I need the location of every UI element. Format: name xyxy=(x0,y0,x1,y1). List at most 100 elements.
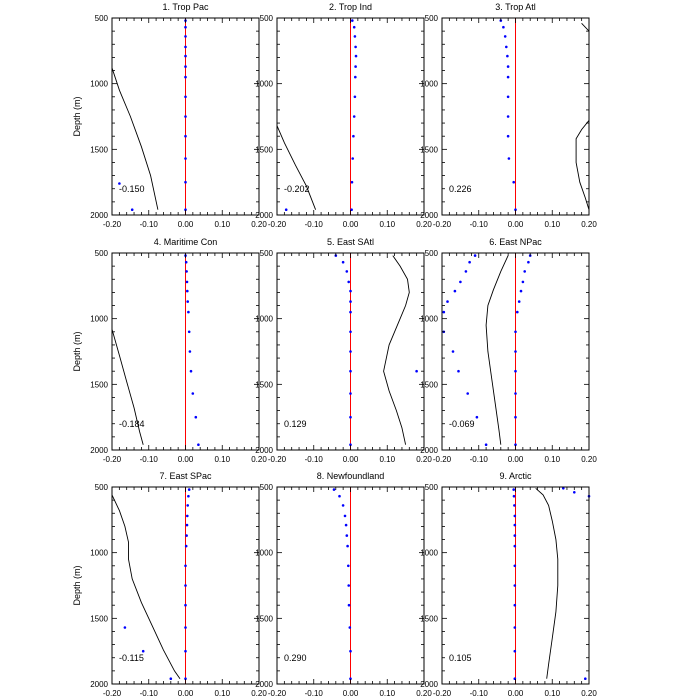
data-point xyxy=(130,208,134,211)
data-point xyxy=(345,270,349,273)
data-point xyxy=(349,369,352,373)
y-tick-label: 1500 xyxy=(90,380,108,389)
data-point xyxy=(354,75,357,79)
panel-9: 9. Arctic -0.20 -0.10 0.00 0.10 0.20 500 1000 15… xyxy=(420,471,597,698)
data-point xyxy=(512,180,515,184)
data-point xyxy=(573,491,576,494)
data-point xyxy=(475,415,479,419)
data-point xyxy=(516,310,519,314)
x-tick-label: 0.20 xyxy=(251,689,267,698)
data-point xyxy=(514,369,517,373)
data-point xyxy=(341,504,345,507)
x-tick-label: -0.10 xyxy=(470,455,489,464)
x-tick-label: 0.00 xyxy=(178,689,194,698)
panel-1: 1. Trop Pac -0.20 -0.10 0.00 0.10 0.20 500 1000… xyxy=(72,2,267,229)
panel-title: 8. Newfoundland xyxy=(317,471,385,481)
data-point xyxy=(514,208,517,211)
data-point xyxy=(514,415,517,419)
data-point xyxy=(352,115,356,118)
data-point xyxy=(352,134,355,138)
y-tick-label: 2000 xyxy=(90,211,108,220)
y-tick-label: 1500 xyxy=(255,380,273,389)
profile-curve xyxy=(112,494,181,679)
data-point xyxy=(354,65,357,68)
x-tick-label: -0.10 xyxy=(305,689,324,698)
data-point xyxy=(514,350,517,353)
profile-curve xyxy=(535,487,559,679)
data-point xyxy=(184,75,187,79)
y-tick-label: 1000 xyxy=(255,80,273,89)
y-tick-label: 500 xyxy=(95,483,109,492)
y-axis-label: Depth (m) xyxy=(72,331,82,371)
data-point xyxy=(523,270,526,273)
y-tick-label: 2000 xyxy=(90,446,108,455)
x-tick-label: -0.20 xyxy=(103,220,122,229)
data-point xyxy=(184,208,187,211)
data-point xyxy=(341,260,345,264)
data-point xyxy=(506,115,510,118)
x-tick-label: -0.10 xyxy=(305,220,324,229)
data-point xyxy=(527,260,530,264)
y-tick-label: 1000 xyxy=(420,315,438,324)
data-point xyxy=(502,25,505,29)
data-point xyxy=(506,75,510,79)
y-tick-label: 500 xyxy=(260,249,274,258)
data-point xyxy=(350,208,353,211)
x-tick-label: 0.10 xyxy=(214,220,230,229)
data-point xyxy=(184,157,187,160)
data-point xyxy=(187,330,191,334)
panel-value-label: 0.226 xyxy=(449,184,472,194)
data-point xyxy=(584,677,587,680)
data-point xyxy=(521,280,525,284)
y-tick-label: 1000 xyxy=(90,80,108,89)
x-tick-label: 0.20 xyxy=(581,220,597,229)
data-point xyxy=(184,115,187,118)
x-tick-label: 0.10 xyxy=(379,220,395,229)
x-tick-label: 0.00 xyxy=(343,689,359,698)
y-tick-label: 1000 xyxy=(420,80,438,89)
data-point xyxy=(184,134,187,138)
x-tick-label: -0.20 xyxy=(433,455,452,464)
data-point xyxy=(442,310,446,314)
x-tick-label: 0.20 xyxy=(251,455,267,464)
data-point xyxy=(348,626,352,629)
x-tick-label: 0.10 xyxy=(214,689,230,698)
panel-title: 4. Maritime Con xyxy=(154,237,218,247)
data-point xyxy=(446,300,449,303)
data-point xyxy=(513,564,517,568)
panel-title: 1. Trop Pac xyxy=(162,2,209,12)
x-tick-label: 0.20 xyxy=(416,455,432,464)
data-point xyxy=(185,270,188,273)
x-tick-label: -0.20 xyxy=(433,220,452,229)
data-point xyxy=(346,544,349,548)
data-point xyxy=(349,330,352,334)
x-tick-label: 0.00 xyxy=(178,455,194,464)
profile-curve xyxy=(575,22,589,210)
y-tick-label: 500 xyxy=(425,249,439,258)
data-point xyxy=(349,289,352,293)
data-point xyxy=(503,35,507,38)
y-tick-label: 1500 xyxy=(90,614,108,623)
data-point xyxy=(184,649,187,653)
data-point xyxy=(186,514,189,518)
data-point xyxy=(506,95,510,99)
data-point xyxy=(513,514,517,518)
data-point xyxy=(459,280,462,284)
x-tick-label: -0.20 xyxy=(268,455,287,464)
data-point xyxy=(513,523,517,527)
x-tick-label: 0.10 xyxy=(379,689,395,698)
x-tick-label: -0.20 xyxy=(103,455,122,464)
y-tick-label: 2000 xyxy=(90,680,108,689)
data-point xyxy=(349,677,352,680)
data-point xyxy=(468,260,471,264)
data-point xyxy=(351,19,354,22)
data-point xyxy=(184,180,187,184)
data-point xyxy=(352,25,356,29)
data-point xyxy=(349,649,352,653)
x-tick-label: 0.20 xyxy=(581,455,597,464)
panel-6: 6. East NPac -0.20 -0.10 0.00 0.10 0.20 500 100… xyxy=(420,237,597,464)
data-point xyxy=(187,494,190,498)
x-tick-label: -0.20 xyxy=(268,220,287,229)
x-tick-label: 0.20 xyxy=(581,689,597,698)
data-point xyxy=(186,504,189,507)
